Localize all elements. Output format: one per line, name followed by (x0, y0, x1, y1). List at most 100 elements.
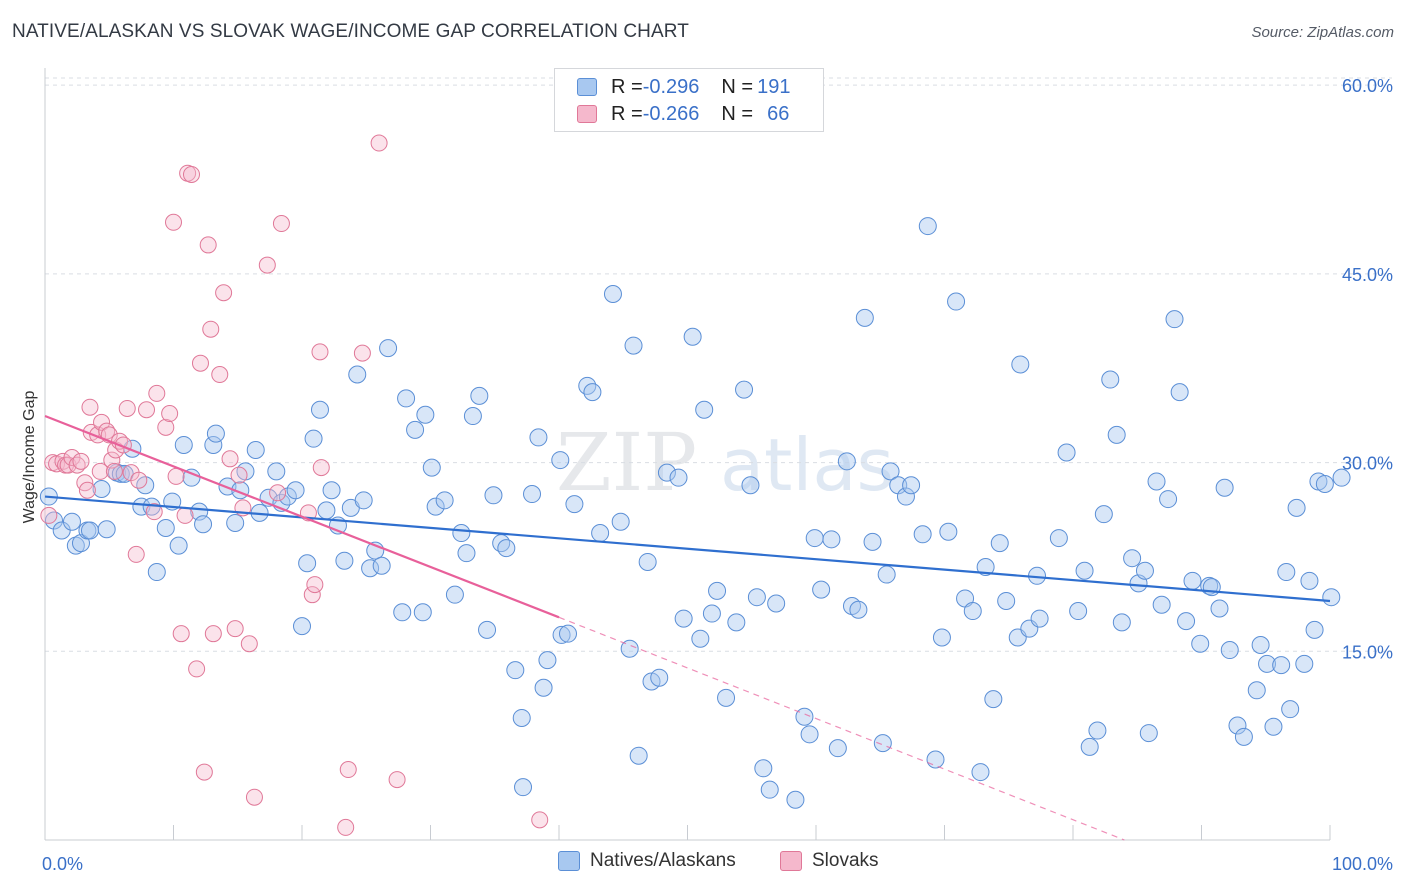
natives-point (1277, 563, 1296, 582)
natives-point (913, 525, 932, 544)
natives-point (881, 462, 900, 481)
natives-point (1159, 490, 1178, 509)
natives-point (971, 763, 990, 782)
natives-point (1057, 443, 1076, 462)
natives-point (717, 688, 736, 707)
slovaks-point (353, 344, 371, 362)
legend-item-slovaks: Slovaks (780, 850, 879, 872)
natives-point (1332, 468, 1351, 487)
legend-item-natives: Natives/Alaskans (558, 850, 736, 872)
slovaks-point (103, 451, 121, 469)
natives-point (1202, 578, 1221, 597)
natives-point (322, 481, 341, 500)
natives-point (1088, 721, 1107, 740)
slovaks-point (195, 763, 213, 781)
natives-point (812, 580, 831, 599)
natives-point (1165, 310, 1184, 329)
natives-point (873, 734, 892, 753)
natives-point (603, 285, 622, 303)
natives-point (1170, 383, 1189, 402)
natives-legend-swatch (558, 851, 580, 871)
natives-point (629, 746, 648, 765)
natives-point (849, 600, 868, 619)
natives-point (754, 759, 773, 778)
slovaks-point (245, 788, 263, 806)
natives-point (620, 639, 639, 658)
natives-point (1011, 355, 1030, 374)
natives-point (1295, 654, 1314, 673)
natives-point (1251, 636, 1270, 654)
r-value: -0.296 (642, 75, 700, 98)
natives-point (877, 565, 896, 584)
natives-swatch (577, 78, 597, 96)
natives-point (1272, 656, 1291, 675)
natives-point (478, 620, 497, 639)
slovaks-point (191, 354, 209, 372)
natives-point (361, 559, 380, 578)
natives-point (523, 485, 542, 504)
watermark-atlas: atlas (720, 423, 894, 507)
natives-point (1305, 620, 1324, 639)
slovaks-point (127, 545, 145, 563)
slovaks-point (176, 506, 194, 524)
natives-point (805, 529, 824, 548)
natives-point (147, 563, 166, 582)
natives-point (650, 668, 669, 687)
natives-point (918, 217, 937, 236)
natives-point (1300, 571, 1319, 590)
slovaks-point (230, 466, 248, 484)
slovaks-point (93, 413, 111, 431)
natives-point (760, 780, 779, 799)
n-label: N = (721, 75, 754, 98)
stats-legend-row-slovaks: R = -0.266 N = 66 (577, 102, 789, 126)
slovaks-point (40, 506, 58, 524)
natives-point (551, 451, 570, 470)
y-tick-label: 15.0% (1342, 642, 1393, 662)
chart-title: NATIVE/ALASKAN VS SLOVAK WAGE/INCOME GAP… (12, 21, 689, 42)
slovaks-point (105, 462, 123, 480)
slovaks-point (78, 481, 96, 499)
natives-point (1139, 724, 1158, 743)
natives-point (44, 511, 63, 530)
natives-point (984, 690, 1003, 709)
natives-point (1152, 595, 1171, 614)
natives-point (926, 750, 945, 769)
natives-point (1094, 505, 1113, 524)
r-value: -0.266 (642, 102, 700, 125)
natives-point (484, 486, 503, 505)
natives-point (691, 629, 710, 648)
natives-point (206, 424, 225, 443)
natives-trend-line (44, 495, 1331, 603)
natives-point (990, 534, 1009, 553)
natives-point (939, 522, 958, 541)
natives-point (470, 386, 489, 405)
natives-point (304, 429, 323, 448)
natives-point (348, 365, 367, 384)
natives-point (426, 497, 445, 516)
natives-point (92, 480, 111, 498)
slovaks-point (118, 399, 136, 417)
natives-point (855, 308, 874, 327)
natives-point (298, 554, 317, 573)
natives-point (538, 651, 557, 670)
natives-point (293, 617, 311, 636)
slovaks-point (172, 625, 190, 643)
natives-point (558, 624, 577, 643)
slovaks-point (130, 471, 148, 489)
natives-point (132, 497, 151, 516)
natives-point (463, 407, 482, 426)
slovaks-point (145, 503, 163, 521)
natives-point (1101, 370, 1120, 389)
natives-point (795, 707, 814, 726)
slovaks-point (165, 213, 182, 231)
natives-point (828, 739, 847, 758)
slovaks-point (91, 462, 109, 480)
x-tick-label: 100.0% (1332, 854, 1393, 874)
natives-point (822, 530, 841, 549)
natives-point (416, 405, 435, 424)
natives-point (552, 625, 571, 644)
natives-point (727, 613, 746, 632)
natives-point (1183, 571, 1202, 590)
natives-point (1215, 478, 1234, 497)
